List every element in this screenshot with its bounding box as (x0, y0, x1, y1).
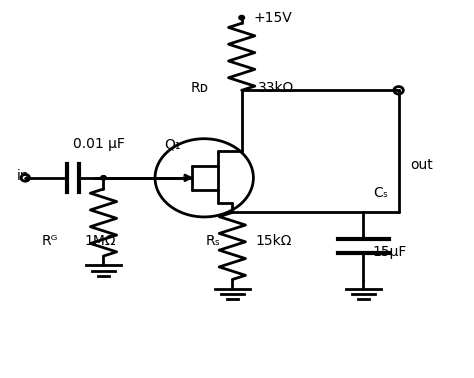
Text: Cₛ: Cₛ (373, 186, 388, 200)
Text: Rₛ: Rₛ (205, 234, 220, 248)
Circle shape (100, 176, 106, 180)
Text: +15V: +15V (254, 11, 292, 25)
Text: 33kΩ: 33kΩ (258, 81, 294, 95)
Circle shape (239, 15, 245, 20)
Text: Q₁: Q₁ (164, 137, 181, 151)
Text: in: in (17, 169, 29, 183)
Text: Rᴅ: Rᴅ (190, 81, 208, 95)
Text: 15μF: 15μF (373, 245, 407, 259)
Text: Rᴳ: Rᴳ (41, 234, 57, 248)
Text: out: out (410, 158, 433, 172)
Text: 15kΩ: 15kΩ (256, 234, 292, 248)
Text: 0.01 μF: 0.01 μF (73, 137, 125, 151)
Text: 1MΩ: 1MΩ (85, 234, 116, 248)
